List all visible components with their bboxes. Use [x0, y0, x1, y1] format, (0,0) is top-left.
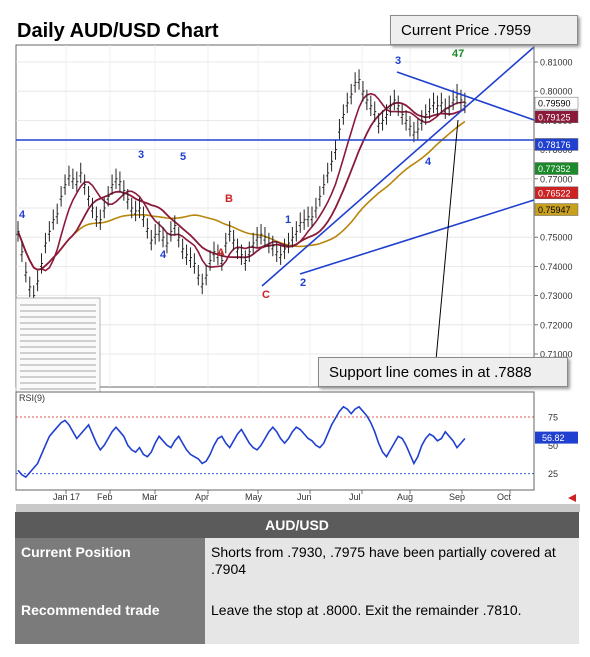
price-tag-box: [534, 138, 579, 151]
x-tick-label: Jan 17: [53, 492, 80, 502]
falling-trend-line: [396, 71, 535, 121]
price-tag-label: 0.76522: [538, 188, 571, 198]
wave-label: 5: [180, 151, 186, 163]
indicator-legend-lines: [20, 304, 96, 390]
y-tick-label: 0.75000: [540, 233, 573, 243]
y-tick-label: 0.77000: [540, 174, 573, 184]
rising-trend-line-upper: [261, 46, 535, 287]
date-axis: Jan 17 Feb Mar Apr May Jun Jul Aug Sep Oct: [53, 490, 512, 502]
support-line-callout: Support line comes in at .7888: [318, 357, 568, 387]
price-tag-label: 0.79125: [538, 112, 571, 122]
wave-label: 47: [452, 48, 464, 60]
wave-label: 3: [138, 149, 144, 161]
ma-long-line: [17, 120, 466, 271]
x-tick-label: Sep: [449, 492, 465, 502]
trend-lines: [16, 46, 535, 361]
y-tick-label: 0.72000: [540, 320, 573, 330]
price-tag-label: 0.75947: [538, 205, 571, 215]
wave-label: B: [225, 193, 233, 205]
price-tag-box: [534, 162, 579, 175]
rsi-label: RSI(9): [19, 393, 45, 403]
wave-label: 4: [425, 156, 432, 168]
wave-label: C: [262, 289, 270, 301]
wave-label: 4: [160, 249, 167, 261]
price-tags: 0.79590 0.79125 0.78176 0.77352 0.76522 0.759…: [534, 96, 579, 216]
x-tick-label: Aug: [397, 492, 413, 502]
y-tick-label: 0.73000: [540, 291, 573, 301]
y-tick-label: 0.81000: [540, 58, 573, 68]
chart-title: Daily AUD/USD Chart: [17, 20, 219, 42]
price-tag-box: [534, 186, 579, 200]
rsi-line: [17, 405, 466, 479]
price-tag-label: 0.77352: [538, 164, 571, 174]
wave-labels: 4 3 5 4 B A 1 C 2 3 4 47: [19, 48, 464, 301]
price-tag-box: [534, 110, 579, 123]
rsi-tag-label: 56.82: [542, 433, 565, 443]
row-label-current-position: Current Position: [15, 538, 205, 596]
rsi-tick-label: 25: [548, 469, 558, 479]
x-tick-label: Apr: [195, 492, 209, 502]
wave-label: A: [217, 247, 225, 259]
rsi-panel: RSI(9) 75 50 25 56.82: [16, 393, 578, 479]
current-price-callout: Current Price .7959: [390, 15, 578, 45]
x-tick-label: Feb: [97, 492, 113, 502]
price-tag-box: [534, 96, 579, 110]
rsi-tick-label: 50: [548, 441, 558, 451]
wave-label: 1: [285, 214, 291, 226]
x-tick-label: Oct: [497, 492, 512, 502]
wave-label: 4: [19, 209, 26, 221]
price-tag-label: 0.78176: [538, 140, 571, 150]
rsi-plot-frame: [15, 391, 535, 491]
y-tick-label: 0.80000: [540, 87, 573, 97]
price-bars: [16, 69, 467, 306]
x-tick-label: Mar: [142, 492, 158, 502]
callout-pointer-line: [435, 119, 459, 361]
row-label-recommended-trade: Recommended trade: [15, 596, 205, 644]
scroll-left-arrow-icon[interactable]: [568, 494, 576, 502]
rsi-tick-label: 75: [548, 413, 558, 423]
trade-summary-table: AUD/USD Current Position Shorts from .79…: [15, 512, 579, 644]
x-tick-label: May: [245, 492, 263, 502]
x-tick-label: Jul: [349, 492, 361, 502]
footer-strip: [16, 504, 580, 512]
rising-trend-line-lower: [299, 199, 535, 275]
y-tick-label: 0.71000: [540, 350, 573, 360]
row-value-recommended-trade: Leave the stop at .8000. Exit the remain…: [205, 596, 579, 644]
rsi-tag-box: [535, 431, 578, 444]
price-plot-frame: [15, 44, 535, 388]
price-tag-label: 0.79590: [538, 99, 571, 109]
table-header: AUD/USD: [15, 512, 579, 538]
x-tick-label: Jun: [297, 492, 312, 502]
wave-label: 3: [395, 55, 401, 67]
price-tag-box: [534, 203, 579, 216]
wave-label: 2: [300, 277, 306, 289]
row-value-current-position: Shorts from .7930, .7975 have been parti…: [205, 538, 579, 596]
y-tick-label: 0.74000: [540, 262, 573, 272]
